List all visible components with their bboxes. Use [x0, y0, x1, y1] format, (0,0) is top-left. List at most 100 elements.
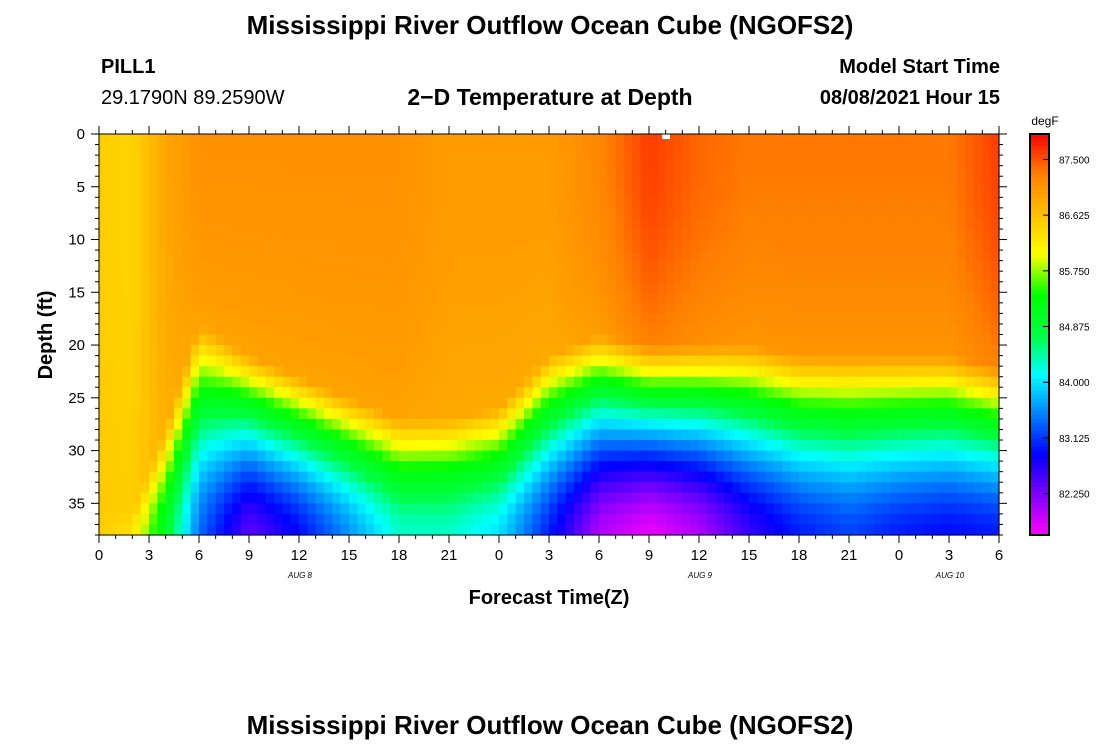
- heatmap-cell: [640, 313, 650, 325]
- heatmap-cell: [599, 302, 608, 314]
- heatmap-cell: [815, 155, 825, 167]
- heatmap-cell: [932, 376, 942, 388]
- x-tick-label: 9: [245, 547, 253, 564]
- heatmap-cell: [507, 355, 517, 367]
- heatmap-cell: [890, 376, 900, 388]
- heatmap-cell: [874, 176, 883, 188]
- heatmap-cell: [457, 250, 467, 262]
- heatmap-cell: [982, 271, 992, 283]
- heatmap-cell: [574, 418, 583, 431]
- heatmap-cell: [624, 165, 633, 177]
- heatmap-cell: [657, 418, 667, 431]
- heatmap-cell: [649, 450, 658, 462]
- heatmap-cell: [907, 302, 917, 314]
- heatmap-cell: [649, 218, 658, 230]
- heatmap-cell: [740, 524, 750, 536]
- heatmap-cell: [207, 408, 217, 420]
- heatmap-cell: [482, 366, 492, 378]
- heatmap-cell: [282, 207, 292, 220]
- heatmap-cell: [632, 165, 642, 177]
- heatmap-cell: [490, 418, 500, 431]
- heatmap-cell: [290, 260, 300, 272]
- heatmap-cell: [907, 345, 917, 357]
- heatmap-cell: [249, 271, 258, 283]
- heatmap-cell: [249, 207, 258, 220]
- heatmap-cell: [782, 165, 792, 177]
- heatmap-cell: [107, 260, 117, 272]
- heatmap-cell: [890, 186, 900, 198]
- heatmap-cell: [515, 134, 525, 146]
- heatmap-cell: [140, 440, 150, 452]
- heatmap-cell: [582, 397, 592, 409]
- heatmap-cell: [199, 355, 208, 367]
- heatmap-cell: [640, 155, 650, 167]
- heatmap-cell: [182, 144, 192, 156]
- heatmap-cell: [765, 218, 775, 230]
- heatmap-cell: [182, 334, 192, 346]
- heatmap-cell: [874, 492, 883, 504]
- heatmap-cell: [957, 513, 967, 526]
- heatmap-cell: [807, 197, 817, 209]
- heatmap-cell: [807, 313, 817, 325]
- heatmap-cell: [149, 250, 158, 262]
- heatmap-cell: [315, 408, 325, 420]
- heatmap-cell: [974, 355, 983, 367]
- heatmap-cell: [465, 397, 475, 409]
- heatmap-cell: [299, 461, 308, 473]
- heatmap-cell: [115, 186, 125, 198]
- heatmap-cell: [899, 302, 908, 314]
- heatmap-cell: [899, 376, 908, 388]
- heatmap-cell: [340, 513, 350, 526]
- heatmap-cell: [640, 482, 650, 494]
- heatmap-cell: [690, 292, 700, 304]
- heatmap-cell: [765, 228, 775, 241]
- heatmap-cell: [499, 345, 508, 357]
- heatmap-cell: [624, 260, 633, 272]
- heatmap-cell: [115, 408, 125, 420]
- heatmap-cell: [732, 503, 742, 515]
- heatmap-cell: [382, 228, 392, 241]
- heatmap-cell: [432, 345, 442, 357]
- heatmap-cell: [974, 345, 983, 357]
- heatmap-cell: [874, 281, 883, 293]
- heatmap-cell: [732, 155, 742, 167]
- heatmap-cell: [549, 197, 558, 209]
- heatmap-cell: [599, 186, 608, 198]
- heatmap-cell: [157, 513, 167, 526]
- heatmap-cell: [674, 408, 683, 420]
- heatmap-cell: [407, 334, 417, 346]
- heatmap-cell: [957, 239, 967, 251]
- heatmap-cell: [207, 239, 217, 251]
- heatmap-cell: [340, 197, 350, 209]
- heatmap-cell: [507, 134, 517, 146]
- heatmap-cell: [174, 418, 183, 431]
- heatmap-cell: [674, 376, 683, 388]
- heatmap-cell: [549, 492, 558, 504]
- heatmap-cell: [107, 345, 117, 357]
- heatmap-cell: [607, 440, 617, 452]
- heatmap-cell: [799, 186, 808, 198]
- heatmap-cell: [199, 482, 208, 494]
- heatmap-cell: [232, 397, 242, 409]
- heatmap-cell: [157, 218, 167, 230]
- heatmap-cell: [715, 302, 725, 314]
- heatmap-cell: [790, 239, 800, 251]
- heatmap-cell: [690, 197, 700, 209]
- heatmap-cell: [499, 281, 508, 293]
- heatmap-cell: [424, 387, 433, 399]
- heatmap-cell: [790, 292, 800, 304]
- heatmap-cell: [707, 271, 717, 283]
- heatmap-cell: [232, 260, 242, 272]
- heatmap-cell: [407, 186, 417, 198]
- heatmap-cell: [965, 524, 975, 536]
- heatmap-cell: [115, 334, 125, 346]
- colorbar-band: [1030, 158, 1049, 163]
- heatmap-cell: [99, 271, 108, 283]
- heatmap-cell: [232, 482, 242, 494]
- heatmap-cell: [924, 197, 933, 209]
- heatmap-cell: [615, 239, 625, 251]
- heatmap-cell: [749, 397, 758, 409]
- heatmap-cell: [715, 239, 725, 251]
- heatmap-cell: [832, 524, 842, 536]
- heatmap-cell: [849, 260, 858, 272]
